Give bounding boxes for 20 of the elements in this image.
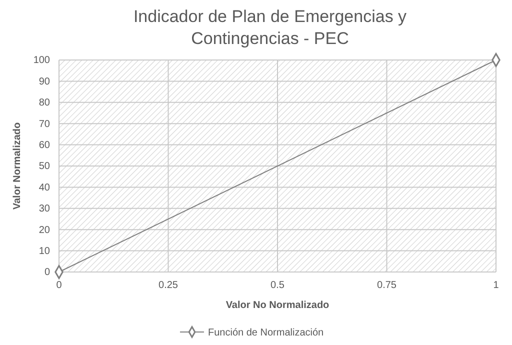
chart-title: Indicador de Plan de Emergencias y Contingencias - PEC: [133, 7, 408, 48]
x-tick-label: 0.75: [377, 280, 397, 292]
x-tick-label: 0: [56, 280, 62, 292]
legend-label: Función de Normalización: [208, 328, 324, 338]
x-tick-label: 0.25: [158, 280, 178, 292]
y-tick-label: 90: [38, 76, 50, 88]
y-tick-label: 0: [44, 267, 50, 278]
x-tick-label: 1: [493, 280, 500, 292]
y-tick-label: 80: [38, 98, 50, 109]
x-tick-label: 0.5: [270, 280, 285, 292]
y-tick-label: 30: [38, 204, 50, 215]
y-tick-label: 40: [38, 182, 50, 194]
y-axis-title: Valor Normalizado: [12, 122, 23, 210]
y-tick-label: 20: [38, 224, 50, 236]
y-tick-label: 10: [38, 246, 50, 257]
y-tick-label: 60: [38, 140, 50, 151]
y-tick-label: 100: [33, 55, 50, 66]
y-tick-label: 70: [38, 118, 50, 130]
x-axis-title: Valor No Normalizado: [226, 300, 330, 311]
y-tick-label: 50: [38, 161, 50, 172]
